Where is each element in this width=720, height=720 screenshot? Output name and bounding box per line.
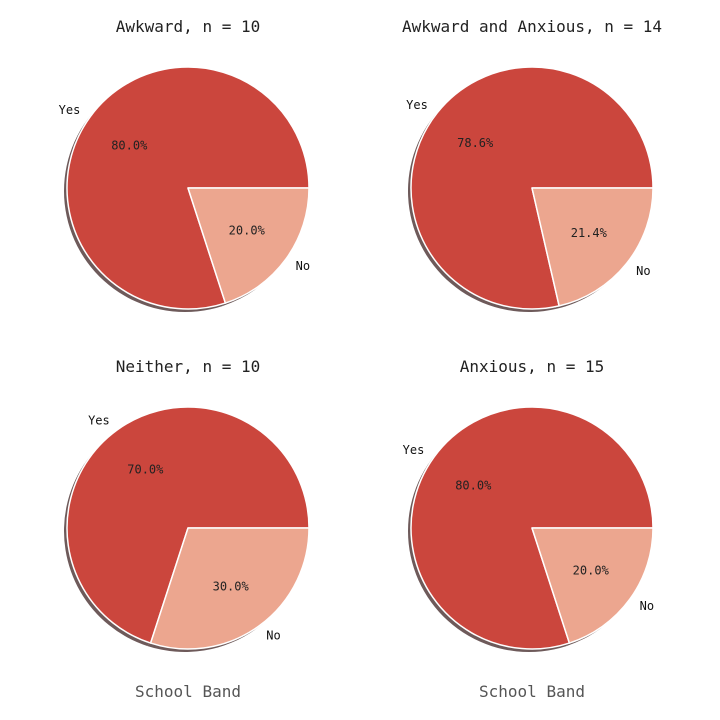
pie-chart-4: Anxious, n = 15 Yes 80.0% No 20.0% School Ban… (403, 357, 655, 701)
pie-slice-yes (410, 66, 654, 310)
slice-label: No (266, 629, 280, 643)
slice-label: No (296, 259, 310, 273)
slice-percent-label: 70.0% (127, 462, 164, 476)
pie-chart-1: Awkward, n = 10 Yes 80.0% No 20.0% (59, 17, 310, 313)
slice-label: Yes (403, 443, 425, 457)
slice-percent-label: 21.4% (571, 226, 608, 240)
chart-title: Neither, n = 10 (116, 357, 261, 376)
pie-slice-no (531, 527, 654, 644)
pie-slice-no (187, 187, 310, 304)
pie-chart-2: Awkward and Anxious, n = 14 Yes 78.6% No 21.… (402, 17, 662, 312)
chart-title: Awkward, n = 10 (116, 17, 261, 36)
slice-label: Yes (88, 413, 110, 427)
slice-label: No (636, 264, 650, 278)
slice-percent-label: 80.0% (111, 138, 148, 152)
chart-title: Anxious, n = 15 (460, 357, 605, 376)
pie-slice-yes (66, 406, 310, 644)
pie-slice-no (149, 527, 310, 650)
x-axis-label: School Band (479, 682, 585, 701)
slice-percent-label: 80.0% (455, 478, 492, 492)
slice-percent-label: 20.0% (573, 564, 610, 578)
slice-percent-label: 78.6% (457, 136, 494, 150)
slice-percent-label: 30.0% (213, 580, 250, 594)
x-axis-label: School Band (135, 682, 241, 701)
pie-slice-no (531, 187, 654, 307)
chart-title: Awkward and Anxious, n = 14 (402, 17, 662, 36)
slice-label: Yes (406, 98, 428, 112)
slice-percent-label: 20.0% (229, 224, 266, 238)
slice-label: No (640, 599, 654, 613)
slice-label: Yes (59, 103, 81, 117)
pie-chart-3: Neither, n = 10 Yes 70.0% No 30.0% School Ban… (63, 357, 310, 701)
